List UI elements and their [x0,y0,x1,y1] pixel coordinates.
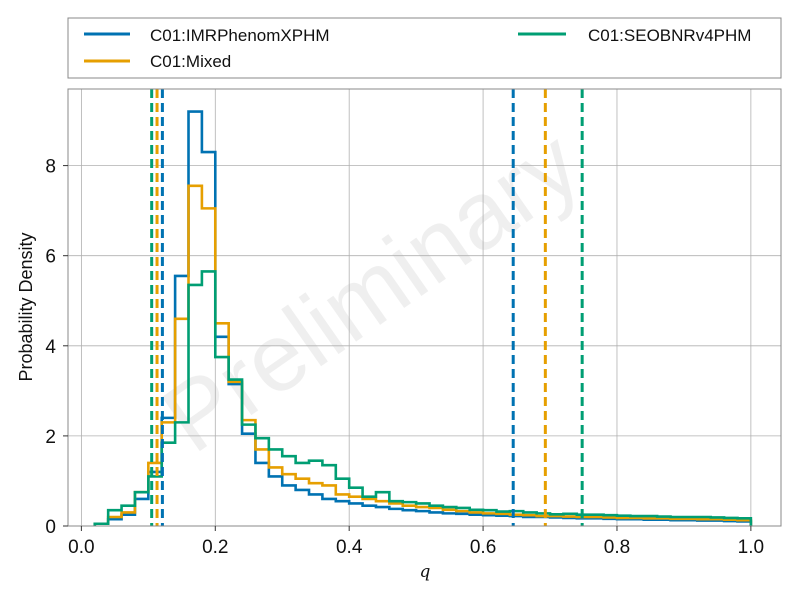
x-tick-label: 0.8 [604,537,630,558]
plot-frame [67,88,782,527]
legend: C01:IMRPhenomXPHM C01:Mixed C01:SEOBNRv4… [67,17,782,79]
x-tick-label: 0.6 [470,537,496,558]
legend-entry-1: C01:Mixed [84,52,231,71]
legend-entry-2: C01:SEOBNRv4PHM [518,26,751,45]
x-tick-label: 0.2 [202,537,228,558]
histogram-series-2 [93,270,753,526]
y-axis-label: Probability Density [16,232,36,381]
axis-ticks: 0.0 0.2 0.4 0.6 0.8 1.0 0 2 4 6 8 [45,157,764,558]
x-tick-label: 1.0 [738,537,764,558]
series-layer [93,110,753,526]
y-tick-label: 4 [45,337,56,358]
y-tick-label: 8 [45,157,56,178]
x-axis-label: q [420,562,431,582]
x-tick-label: 0.4 [336,537,363,558]
y-tick-label: 0 [45,517,56,538]
legend-label-0: C01:IMRPhenomXPHM [150,26,330,45]
legend-label-2: C01:SEOBNRv4PHM [588,26,751,45]
credible-interval-lines [150,89,584,526]
y-tick-label: 2 [45,427,56,448]
x-tick-label: 0.0 [68,537,94,558]
legend-frame [67,17,782,79]
histogram-series-0 [93,110,753,526]
legend-label-1: C01:Mixed [150,52,231,71]
y-tick-label: 6 [45,247,56,268]
legend-entry-0: C01:IMRPhenomXPHM [84,26,330,45]
histogram-series-1 [93,184,753,526]
